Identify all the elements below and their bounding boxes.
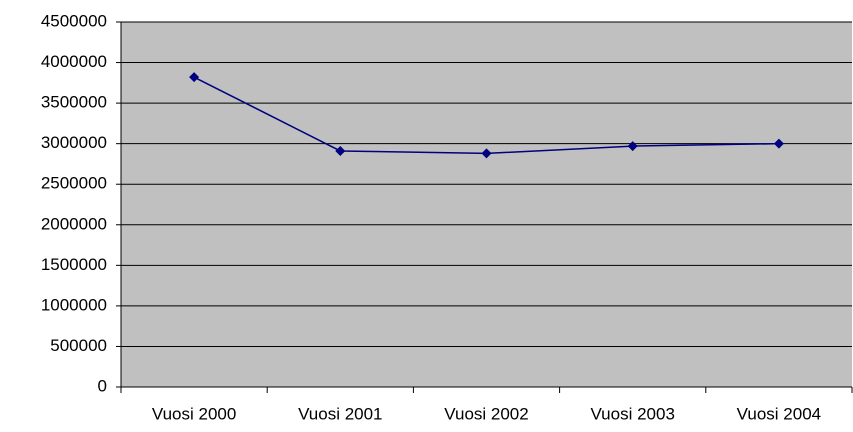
marker	[481, 148, 492, 159]
marker	[773, 138, 784, 149]
x-tick-label: Vuosi 2000	[152, 404, 236, 423]
y-tick-label: 3500000	[41, 93, 107, 112]
y-tick-label: 2500000	[41, 174, 107, 193]
x-tick-label: Vuosi 2002	[444, 404, 528, 423]
plot-area	[121, 22, 852, 387]
y-tick-label: 4500000	[41, 11, 107, 30]
y-tick-label: 1000000	[41, 295, 107, 314]
marker	[189, 72, 200, 83]
y-tick-label: 1500000	[41, 255, 107, 274]
x-tick-label: Vuosi 2004	[737, 404, 821, 423]
y-tick-label: 500000	[50, 336, 107, 355]
y-tick-label: 2000000	[41, 214, 107, 233]
y-tick-label: 0	[98, 376, 107, 395]
x-tick-label: Vuosi 2003	[590, 404, 674, 423]
y-tick-label: 3000000	[41, 133, 107, 152]
marker	[335, 145, 346, 156]
y-tick-label: 4000000	[41, 52, 107, 71]
marker	[627, 141, 638, 152]
x-tick-label: Vuosi 2001	[298, 404, 382, 423]
